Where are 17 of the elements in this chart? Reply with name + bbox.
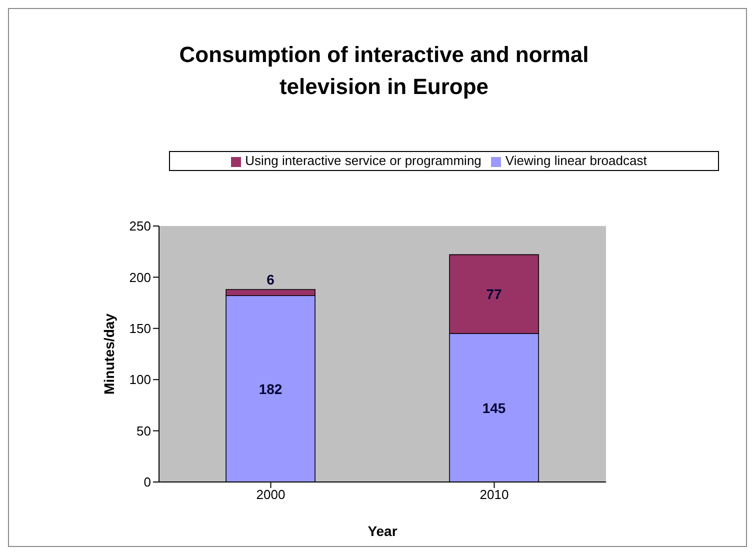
- data-label: 6: [266, 271, 275, 288]
- y-tick-label: 150: [129, 321, 151, 336]
- y-tick-label: 50: [136, 423, 151, 438]
- legend-label: Using interactive service or programming: [245, 153, 482, 168]
- data-label: 182: [258, 380, 282, 397]
- x-tick-label: 2010: [480, 487, 509, 502]
- data-label: 77: [486, 286, 502, 302]
- y-tick-label: 100: [129, 372, 151, 388]
- legend-label: Viewing linear broadcast: [505, 153, 647, 168]
- y-tick-label: 200: [129, 270, 151, 285]
- x-axis-title: Year: [368, 523, 398, 539]
- data-label: 145: [482, 400, 506, 416]
- chart-title: Consumption of interactive and normal television in Europe: [178, 41, 590, 101]
- y-tick-label: 250: [129, 218, 151, 234]
- y-axis-title: Minutes/day: [100, 313, 117, 394]
- y-tick-label: 0: [144, 474, 151, 490]
- x-tick-label: 2000: [256, 487, 286, 502]
